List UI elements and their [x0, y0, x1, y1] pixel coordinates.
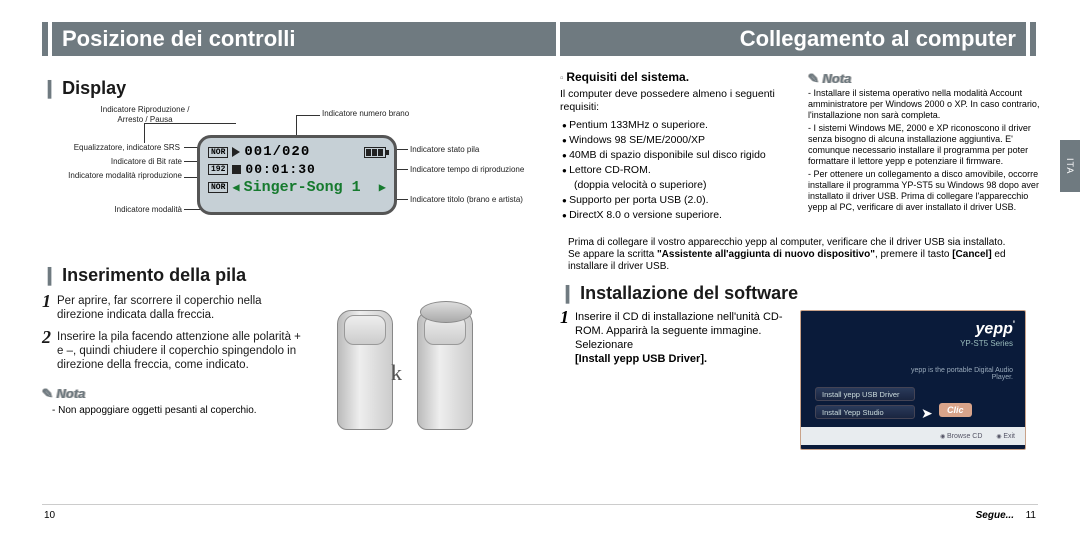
callout-bitrate: Indicatore di Bit rate [52, 157, 182, 167]
callout-eq-srs: Equalizzatore, indicatore SRS [40, 143, 180, 153]
lcd-diagram: Indicatore Riproduzione / Arresto / Paus… [42, 105, 542, 255]
cursor-icon: ➤ [921, 405, 933, 422]
nota-label-left: Nota [42, 386, 85, 402]
step-2-text: Inserire la pila facendo attenzione alle… [57, 330, 302, 372]
step-2: 2 Inserire la pila facendo attenzione al… [42, 330, 302, 372]
installer-model: YP-ST5 Series [960, 339, 1013, 348]
mid-line-2: Se appare la scritta "Assistente all'agg… [568, 249, 1040, 273]
installer-logo: yepp' [976, 319, 1015, 338]
install-step-bold: [Install yepp USB Driver]. [575, 353, 707, 365]
right-column: Requisiti del sistema. Il computer deve … [560, 70, 1040, 450]
right-top-row: Requisiti del sistema. Il computer deve … [560, 70, 1040, 223]
installer-btn-studio[interactable]: Install Yepp Studio [815, 405, 915, 419]
stop-icon [232, 165, 241, 174]
callout-mode: Indicatore modalità [88, 205, 182, 215]
req-title: Requisiti del sistema. [560, 70, 790, 84]
continue-label: Segue... [976, 510, 1014, 521]
lcd-row-1: NOR 001/020 [208, 144, 386, 160]
header-edge-right [1030, 22, 1036, 56]
install-step-body: Inserire il CD di installazione nell'uni… [575, 311, 783, 351]
nota-right-block: Nota Installare il sistema operativo nel… [808, 70, 1040, 223]
device-illustration: k [300, 290, 510, 430]
req-item: Lettore CD-ROM. [562, 163, 790, 178]
install-title: Installazione del software [560, 283, 1040, 304]
step-number-2: 2 [42, 330, 51, 372]
manual-page-spread: Posizione dei controlli Collegamento al … [0, 0, 1080, 539]
mid-2d: [Cancel] [952, 249, 991, 260]
nota-item: Installare il sistema operativo nella mo… [808, 88, 1040, 121]
language-tab: ITA [1060, 140, 1080, 192]
header-title-left: Posizione dei controlli [52, 22, 556, 56]
installer-footer-browse[interactable]: Browse CD [940, 433, 982, 440]
section-display-title: Display [42, 78, 542, 99]
lcd-mode-box: NOR [208, 147, 228, 158]
nota-item: I sistemi Windows ME, 2000 e XP riconosc… [808, 123, 1040, 167]
play-icon [232, 147, 240, 157]
lcd-song-title: Singer-Song 1 [244, 179, 375, 196]
lcd-mode-box-2: NOR [208, 182, 228, 193]
triangle-left-icon: ◀ [232, 180, 239, 195]
clic-badge: Clic [939, 403, 972, 417]
header-title-right: Collegamento al computer [560, 22, 1026, 56]
header-bar: Posizione dei controlli Collegamento al … [42, 22, 1036, 56]
callout-playback-time: Indicatore tempo di riproduzione [410, 165, 570, 175]
callout-battery: Indicatore stato pila [410, 145, 540, 155]
req-item: Supporto per porta USB (2.0). [562, 193, 790, 208]
mid-2b: "Assistente all'aggiunta di nuovo dispos… [657, 249, 875, 260]
lcd-row-2: 192 00:01:30 [208, 162, 386, 177]
lcd-screen: NOR 001/020 192 00:01:30 NOR ◀ Singer-So… [197, 135, 397, 215]
device-closed [337, 310, 393, 430]
req-list: Pentium 133MHz o superiore. Windows 98 S… [560, 118, 790, 223]
install-step-text: Inserire il CD di installazione nell'uni… [575, 310, 790, 366]
installer-tagline: yepp is the portable Digital Audio Playe… [893, 367, 1013, 381]
req-item: DirectX 8.0 o versione superiore. [562, 208, 790, 223]
callout-track-number: Indicatore numero brano [322, 109, 452, 119]
nota-list-right: Installare il sistema operativo nella mo… [808, 88, 1040, 213]
section-battery-title: Inserimento della pila [42, 265, 542, 286]
triangle-right-icon: ▶ [379, 180, 386, 195]
callout-playmode: Indicatore modalità riproduzione [64, 171, 182, 181]
install-section: Installazione del software 1 Inserire il… [560, 283, 1040, 450]
step-number-1: 1 [42, 294, 51, 322]
req-item: 40MB di spazio disponibile sul disco rig… [562, 148, 790, 163]
req-item-sub: (doppia velocità o superiore) [562, 178, 790, 193]
lcd-track-number: 001/020 [244, 144, 310, 160]
callout-play-indicator: Indicatore Riproduzione / Arresto / Paus… [90, 105, 200, 125]
installer-footer-exit[interactable]: Exit [996, 433, 1015, 440]
req-intro: Il computer deve possedere almeno i segu… [560, 88, 790, 114]
req-item: Pentium 133MHz o superiore. [562, 118, 790, 133]
page-number-left: 10 [44, 510, 55, 521]
installer-btn-driver[interactable]: Install yepp USB Driver [815, 387, 915, 401]
step-1-text: Per aprire, far scorrere il coperchio ne… [57, 294, 302, 322]
install-step-number: 1 [560, 310, 569, 366]
footer-rule [42, 504, 1038, 505]
nota-item: Per ottenere un collegamento a disco amo… [808, 169, 1040, 213]
req-item: Windows 98 SE/ME/2000/XP [562, 133, 790, 148]
install-body: 1 Inserire il CD di installazione nell'u… [560, 310, 1040, 450]
nota-label-right: Nota [808, 71, 851, 87]
lcd-time: 00:01:30 [245, 162, 315, 177]
page-number-right: 11 [1026, 510, 1036, 521]
mid-2c: , premere il tasto [875, 249, 952, 260]
lcd-bitrate-box: 192 [208, 164, 228, 175]
installer-screenshot: yepp' YP-ST5 Series yepp is the portable… [800, 310, 1026, 450]
driver-check-text: Prima di collegare il vostro apparecchio… [560, 237, 1040, 273]
device-open: k [417, 310, 473, 430]
battery-icon [364, 147, 386, 158]
header-edge-left [42, 22, 48, 56]
step-1: 1 Per aprire, far scorrere il coperchio … [42, 294, 302, 322]
battery-steps: 1 Per aprire, far scorrere il coperchio … [42, 294, 302, 372]
lcd-row-3: NOR ◀ Singer-Song 1 ▶ [208, 179, 386, 196]
callout-title: Indicatore titolo (brano e artista) [410, 195, 580, 205]
mid-2a: Se appare la scritta [568, 249, 657, 260]
system-requirements: Requisiti del sistema. Il computer deve … [560, 70, 790, 223]
arrow-k-icon: k [391, 360, 402, 386]
mid-line-1: Prima di collegare il vostro apparecchio… [568, 237, 1040, 249]
installer-footer: Browse CD Exit [801, 427, 1025, 445]
install-text: 1 Inserire il CD di installazione nell'u… [560, 310, 790, 450]
